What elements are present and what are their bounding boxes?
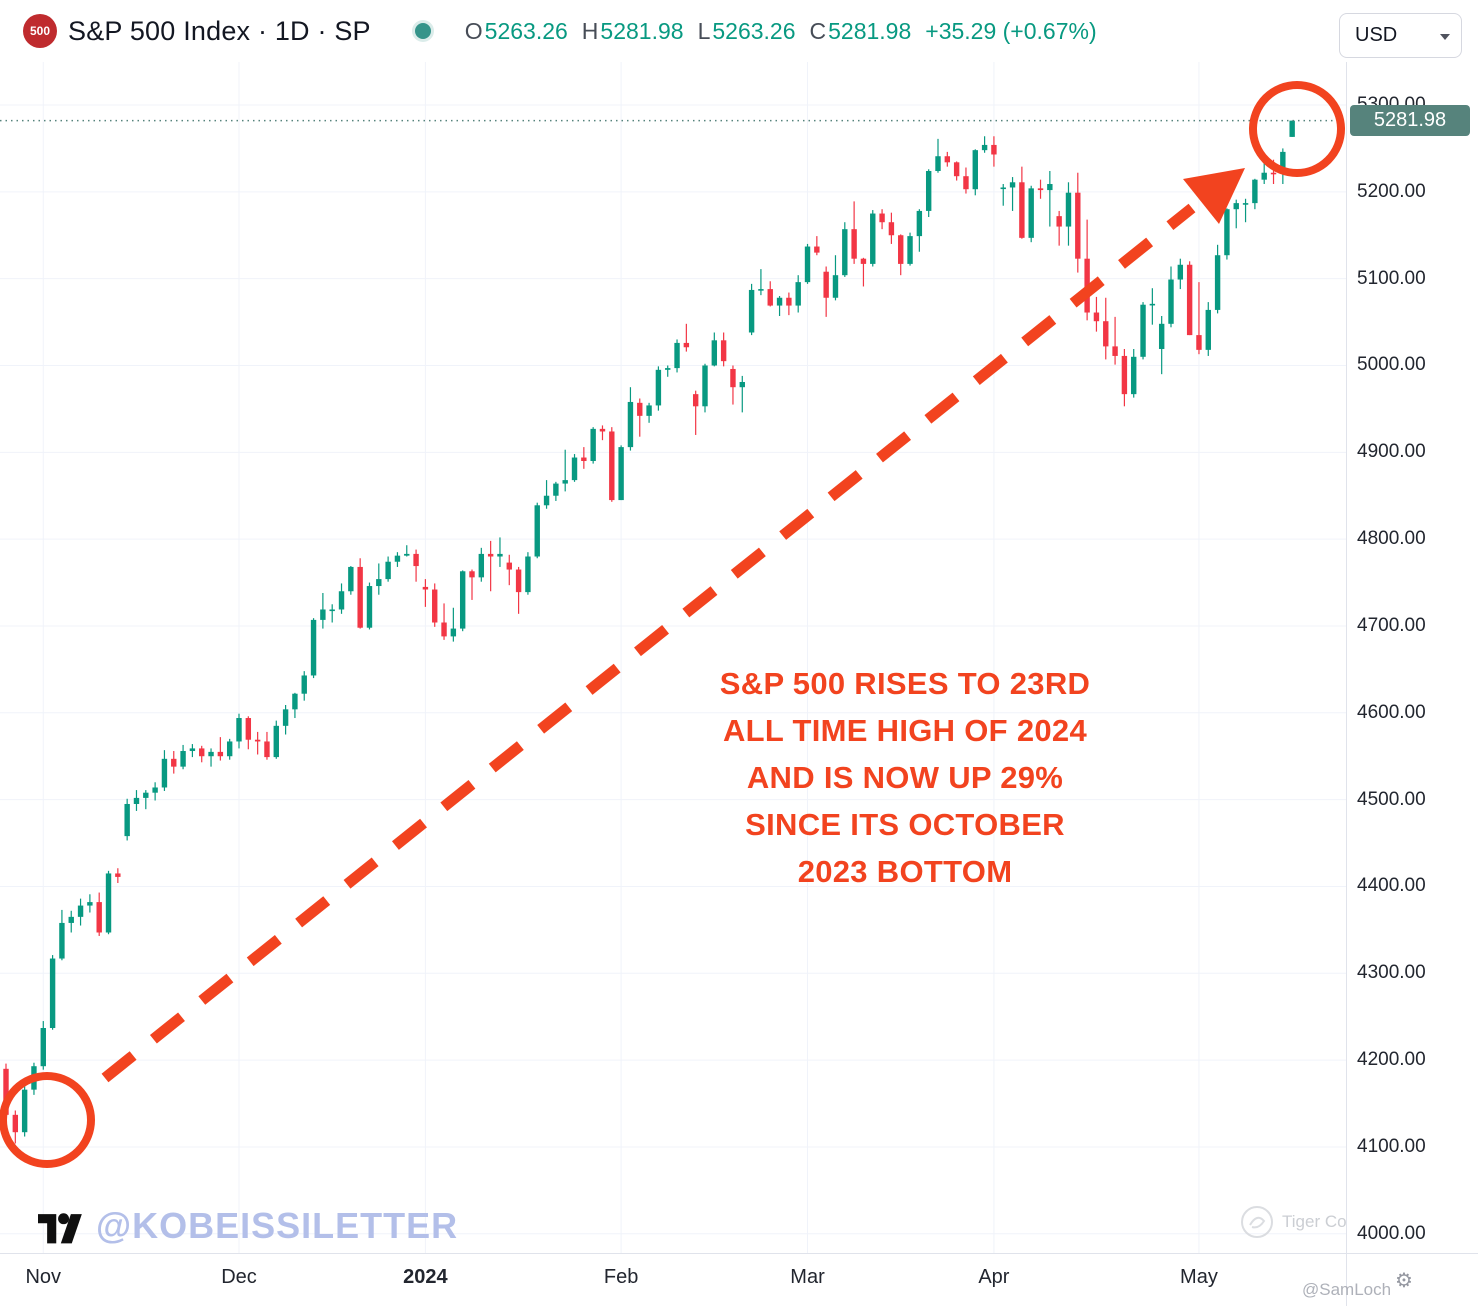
currency-selector[interactable]: USD <box>1339 13 1462 58</box>
corner-user-handle: @SamLoch <box>1302 1280 1392 1299</box>
price-tick-label: 4200.00 <box>1357 1049 1426 1071</box>
price-tick-label: 5200.00 <box>1357 180 1426 202</box>
time-tick-label: Apr <box>978 1266 1010 1288</box>
time-tick-label: Feb <box>603 1266 639 1288</box>
price-tick-label: 5000.00 <box>1357 354 1426 376</box>
open-label: O <box>464 17 483 44</box>
price-tick-label: 4300.00 <box>1357 962 1426 984</box>
price-axis[interactable]: 5281.98 4000.00 4100.00 4200.00 4300.00 4400… <box>1346 0 1478 1253</box>
last-price-badge: 5281.98 <box>1350 105 1470 137</box>
low-label: L <box>697 17 711 44</box>
price-tick-label: 5100.00 <box>1357 267 1426 289</box>
gridlines <box>0 0 1346 1253</box>
time-tick-label: May <box>1180 1266 1218 1288</box>
ohlc-readout: O 5263.26 H 5281.98 L 5263.26 C 5281.98 … <box>451 18 1097 45</box>
price-tick-label: 4800.00 <box>1357 528 1426 550</box>
price-tick-label: 4000.00 <box>1357 1222 1426 1244</box>
high-value: 5281.98 <box>600 17 684 44</box>
time-axis[interactable]: Nov Dec 2024 Feb Mar Apr May <box>0 1253 1346 1306</box>
chart-header: 500 S&P 500 Index · 1D · SP O 5263.26 H … <box>0 0 1478 62</box>
kobeissi-handle-watermark: @KOBEISSILETTER <box>96 1205 459 1246</box>
high-label: H <box>581 17 599 44</box>
chart-canvas[interactable] <box>0 0 1346 1253</box>
candlestick-series <box>3 120 1295 1144</box>
price-tick-label: 4400.00 <box>1357 875 1426 897</box>
chevron-down-icon <box>1440 34 1450 40</box>
time-tick-label: Nov <box>25 1266 62 1288</box>
time-tick-label: Mar <box>790 1266 825 1288</box>
tradingview-logo-icon <box>38 1213 82 1244</box>
tiger-community-logo-icon <box>1241 1206 1273 1238</box>
tradingview-watermark: @KOBEISSILETTER <box>36 1205 458 1247</box>
close-value: 5281.98 <box>828 17 912 44</box>
series-color-dot-icon <box>414 23 431 39</box>
price-tick-label: 4600.00 <box>1357 701 1426 723</box>
callout-text: S&P 500 RISES TO 23RD ALL TIME HIGH OF 2… <box>719 666 1091 889</box>
time-tick-label: Dec <box>221 1266 257 1288</box>
price-tick-label: 4500.00 <box>1357 788 1426 810</box>
price-tick-label: 4100.00 <box>1357 1135 1426 1157</box>
time-tick-label: 2024 <box>403 1266 448 1288</box>
currency-selected-value: USD <box>1355 24 1398 46</box>
symbol-title[interactable]: S&P 500 Index · 1D · SP <box>68 15 371 46</box>
price-tick-label: 4900.00 <box>1357 441 1426 463</box>
close-label: C <box>809 17 827 44</box>
gear-icon[interactable]: ⚙ <box>1395 1270 1413 1292</box>
low-value: 5263.26 <box>712 17 796 44</box>
sp500-logo-icon: 500 <box>23 14 57 48</box>
axis-corner: ⚙ <box>1346 1253 1478 1306</box>
price-tick-label: 4700.00 <box>1357 614 1426 636</box>
change-value: +35.29 (+0.67%) <box>925 17 1097 44</box>
open-value: 5263.26 <box>484 17 568 44</box>
